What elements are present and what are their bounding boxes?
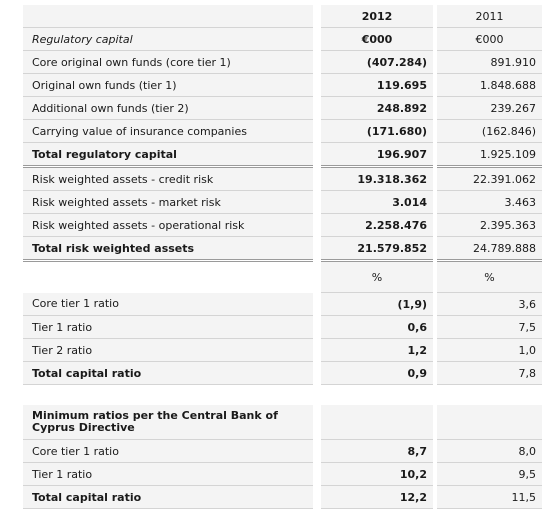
capital-adequacy-table-container: 2012 2011 Regulatory capital €000 €000 C…	[23, 5, 542, 509]
table-row: Additional own funds (tier 2) 248.892 23…	[23, 96, 542, 120]
total-value-2012: 196.907	[321, 142, 433, 168]
header-row: 2012 2011	[23, 5, 542, 28]
value-2012: 8,7	[321, 439, 433, 463]
total-label: Total capital ratio	[23, 485, 313, 509]
value-2012: (1,9)	[321, 292, 433, 316]
total-value-2012: 12,2	[321, 485, 433, 509]
regulatory-capital-title: Regulatory capital	[23, 27, 313, 51]
value-2011: 8,0	[437, 439, 542, 463]
table-row: Risk weighted assets - market risk 3.014…	[23, 190, 542, 214]
value-2011: 3,6	[437, 292, 542, 316]
value-2011: 7,5	[437, 315, 542, 339]
total-value-2012: 21.579.852	[321, 236, 433, 262]
minimum-total-capital-ratio-row: Total capital ratio 12,2 11,5	[23, 485, 542, 509]
row-label: Risk weighted assets - operational risk	[23, 213, 313, 237]
total-value-2011: 7,8	[437, 361, 542, 385]
regulatory-capital-title-row: Regulatory capital €000 €000	[23, 27, 542, 51]
total-capital-ratio-row: Total capital ratio 0,9 7,8	[23, 361, 542, 385]
value-2011: 891.910	[437, 50, 542, 74]
col-2012-header: 2012	[321, 5, 433, 28]
total-rwa-row: Total risk weighted assets 21.579.852 24…	[23, 236, 542, 262]
value-2012: 10,2	[321, 462, 433, 486]
table-row: Core tier 1 ratio 8,7 8,0	[23, 439, 542, 463]
minimum-ratios-title-row: Minimum ratios per the Central Bank of C…	[23, 405, 542, 440]
value-2012: 3.014	[321, 190, 433, 214]
total-value-2012: 0,9	[321, 361, 433, 385]
row-label: Tier 2 ratio	[23, 338, 313, 362]
ratios-unit-row: % %	[23, 260, 542, 293]
row-label: Core original own funds (core tier 1)	[23, 50, 313, 74]
value-2011: 22.391.062	[437, 166, 542, 191]
value-2011: 2.395.363	[437, 213, 542, 237]
value-2011: 239.267	[437, 96, 542, 120]
header-label-cell	[23, 5, 313, 28]
total-regulatory-capital-row: Total regulatory capital 196.907 1.925.1…	[23, 142, 542, 168]
percent-unit-2011: %	[437, 260, 542, 293]
row-label: Risk weighted assets - credit risk	[23, 166, 313, 191]
table-row: Risk weighted assets - credit risk 19.31…	[23, 166, 542, 191]
row-label: Additional own funds (tier 2)	[23, 96, 313, 120]
table-row: Tier 2 ratio 1,2 1,0	[23, 338, 542, 362]
value-2012: 19.318.362	[321, 166, 433, 191]
capital-adequacy-table: 2012 2011 Regulatory capital €000 €000 C…	[23, 5, 542, 509]
table-row: Original own funds (tier 1) 119.695 1.84…	[23, 73, 542, 97]
table-row: Core original own funds (core tier 1) (4…	[23, 50, 542, 74]
row-label: Original own funds (tier 1)	[23, 73, 313, 97]
table-row: Core tier 1 ratio (1,9) 3,6	[23, 292, 542, 316]
table-row: Tier 1 ratio 10,2 9,5	[23, 462, 542, 486]
row-label: Tier 1 ratio	[23, 462, 313, 486]
value-2011: (162.846)	[437, 119, 542, 143]
value-2011: 9,5	[437, 462, 542, 486]
total-label: Total regulatory capital	[23, 142, 313, 168]
unit-2012: €000	[321, 27, 433, 51]
value-2012: 2.258.476	[321, 213, 433, 237]
total-value-2011: 1.925.109	[437, 142, 542, 168]
value-2011: 3.463	[437, 190, 542, 214]
total-value-2011: 11,5	[437, 485, 542, 509]
value-2012: (407.284)	[321, 50, 433, 74]
value-2012: 248.892	[321, 96, 433, 120]
percent-unit-2012: %	[321, 260, 433, 293]
row-label: Tier 1 ratio	[23, 315, 313, 339]
table-row: Risk weighted assets - operational risk …	[23, 213, 542, 237]
table-row: Carrying value of insurance companies (1…	[23, 119, 542, 143]
row-label: Risk weighted assets - market risk	[23, 190, 313, 214]
value-2012: (171.680)	[321, 119, 433, 143]
row-label: Core tier 1 ratio	[23, 439, 313, 463]
value-2012: 119.695	[321, 73, 433, 97]
table-row: Tier 1 ratio 0,6 7,5	[23, 315, 542, 339]
total-label: Total risk weighted assets	[23, 236, 313, 262]
row-label: Carrying value of insurance companies	[23, 119, 313, 143]
value-2012: 1,2	[321, 338, 433, 362]
row-label: Core tier 1 ratio	[23, 292, 313, 316]
col-2011-header: 2011	[437, 5, 542, 28]
value-2011: 1,0	[437, 338, 542, 362]
value-2011: 1.848.688	[437, 73, 542, 97]
value-2012: 0,6	[321, 315, 433, 339]
total-label: Total capital ratio	[23, 361, 313, 385]
total-value-2011: 24.789.888	[437, 236, 542, 262]
unit-2011: €000	[437, 27, 542, 51]
minimum-ratios-title: Minimum ratios per the Central Bank of C…	[32, 409, 278, 434]
